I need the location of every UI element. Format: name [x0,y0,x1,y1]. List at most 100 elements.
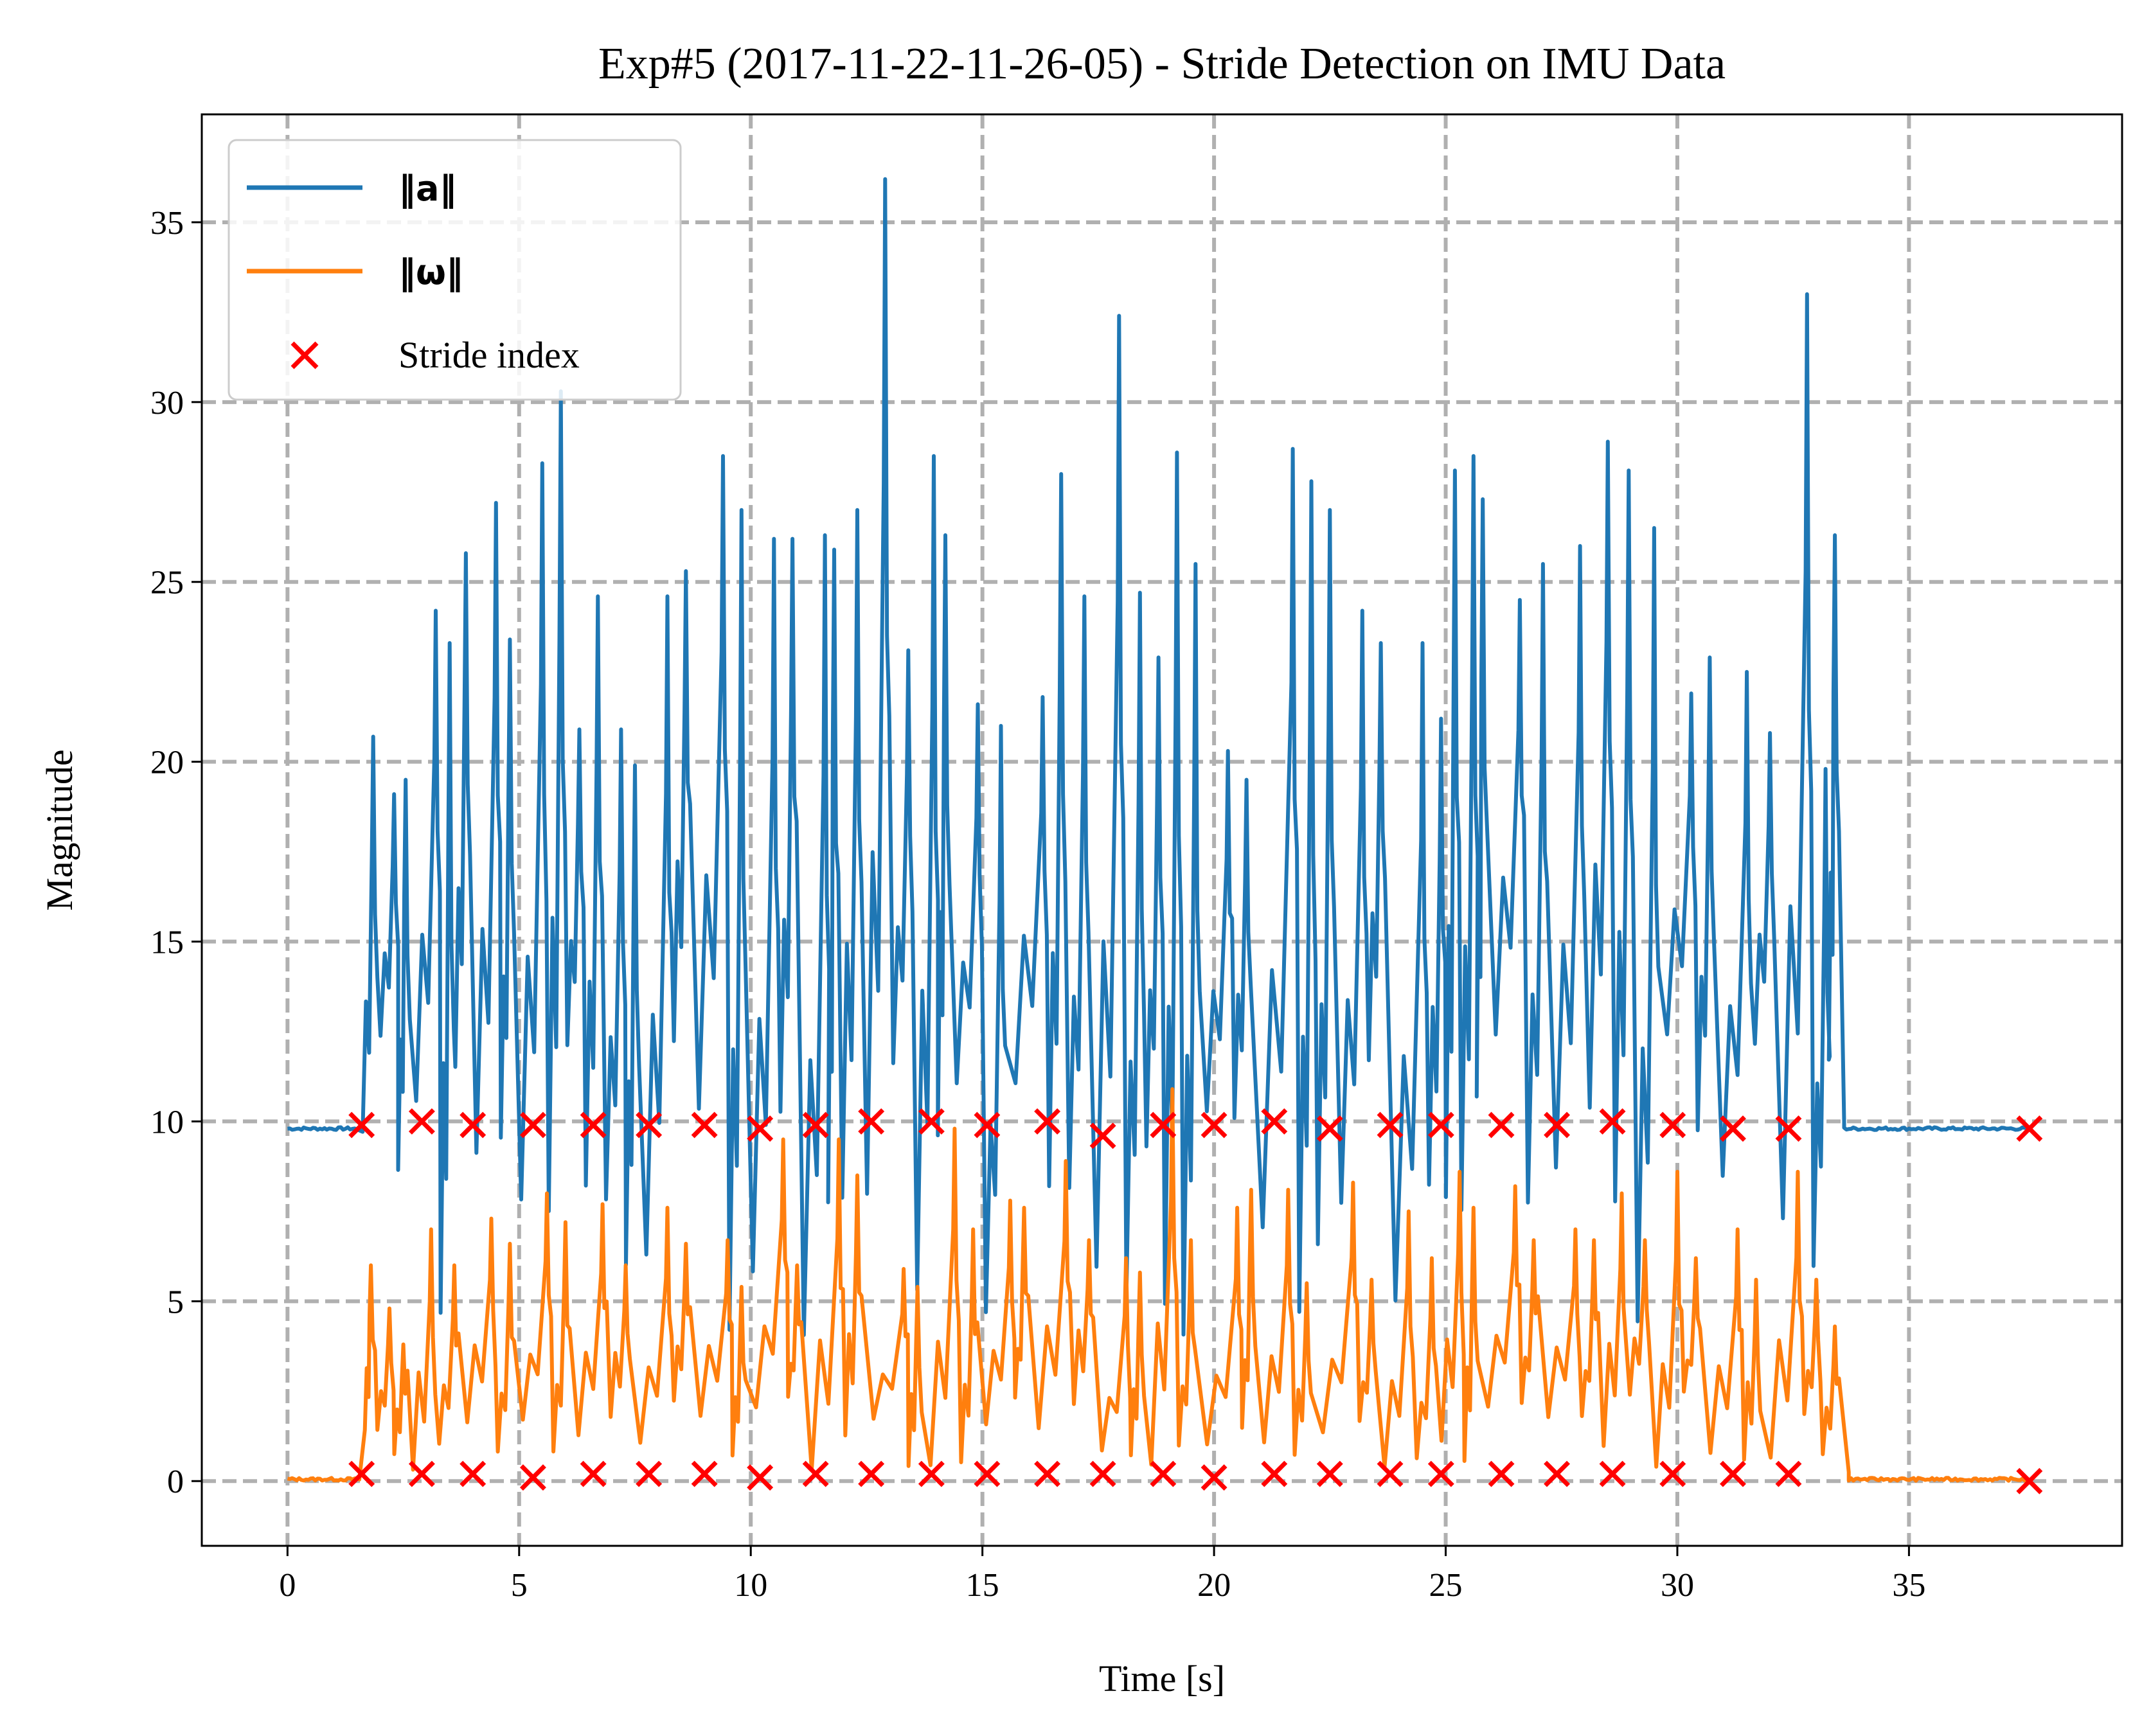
stride-marker-a [519,1112,546,1138]
y-axis-label: Magnitude [39,749,80,910]
stride-marker-w [1775,1460,1802,1487]
stride-marker-w [1089,1460,1116,1487]
stride-marker-stroke [691,1112,718,1138]
stride-marker-stroke [1034,1108,1061,1135]
legend: ‖a‖ ‖ω‖ Stride index [228,139,682,401]
stride-marker-stroke [1659,1112,1686,1138]
stride-marker-w [1488,1460,1515,1487]
plot-frame [201,113,2123,1547]
x-axis-ticks: 0 5 10 15 20 25 30 35 [279,1546,1925,1604]
stride-marker-stroke [580,1112,607,1138]
stride-marker-stroke [1377,1112,1404,1138]
stride-marker-a [348,1112,375,1138]
stride-marker-stroke [1775,1115,1802,1142]
stride-marker-w [858,1460,885,1487]
stride-marker-a [918,1108,945,1135]
stride-marker-w [747,1464,774,1491]
stride-marker-stroke [1719,1115,1746,1142]
stride-marker-stroke [519,1112,546,1138]
stride-marker-a [974,1112,1001,1138]
x-tick-label: 5 [511,1567,528,1604]
stride-marker-stroke [1659,1460,1686,1487]
y-axis-ticks: 0 5 10 15 20 25 30 35 [150,205,202,1500]
stride-marker-stroke [1775,1460,1802,1487]
stride-marker-a [858,1108,885,1135]
stride-marker-stroke [2016,1115,2043,1142]
x-tick-label: 15 [966,1567,999,1604]
stride-marker-stroke [1150,1460,1177,1487]
legend-label-w: ‖ω‖ [398,252,463,292]
stride-marker-a [691,1112,718,1138]
stride-marker-stroke [1599,1108,1626,1135]
stride-marker-w [519,1464,546,1491]
stride-marker-stroke [974,1460,1001,1487]
stride-marker-w [918,1460,945,1487]
series-w-path [287,1087,2031,1483]
chart-title: Exp#5 (2017-11-22-11-26-05) - Stride Det… [598,39,1726,89]
stride-marker-w [1427,1460,1454,1487]
stride-marker-stroke [348,1460,375,1487]
stride-marker-w [1719,1460,1746,1487]
stride-marker-stroke [460,1112,486,1138]
series-w-line [287,1087,2031,1483]
stride-marker-a [1775,1115,1802,1142]
stride-marker-stroke [802,1460,829,1487]
stride-marker-stroke [918,1460,945,1487]
stride-marker-stroke [408,1460,435,1487]
stride-marker-stroke [408,1108,435,1135]
y-tick-label: 15 [150,925,184,961]
x-axis-label: Time [s] [1099,1658,1225,1699]
stride-marker-w [1377,1460,1404,1487]
legend-box [228,139,682,401]
stride-marker-stroke [1089,1460,1116,1487]
stride-marker-stroke [1719,1460,1746,1487]
stride-marker-stroke [1089,1122,1116,1149]
stride-marker-w [802,1460,829,1487]
stride-marker-stroke [747,1464,774,1491]
series-a-line [287,177,2031,1337]
stride-marker-stroke [2016,1467,2043,1494]
stride-marker-stroke [858,1460,885,1487]
stride-marker-a [1377,1112,1404,1138]
stride-marker-stroke [1488,1460,1515,1487]
stride-marker-stroke [1261,1460,1288,1487]
stride-marker-stroke [1200,1112,1227,1138]
stride-marker-stroke [974,1112,1001,1138]
y-tick-label: 25 [150,565,184,601]
stride-marker-w [2016,1467,2043,1494]
stride-marker-w [1034,1460,1061,1487]
stride-marker-w [408,1460,435,1487]
stride-marker-w [1544,1460,1571,1487]
stride-marker-stroke [1261,1108,1288,1135]
stride-marker-w [974,1460,1001,1487]
x-tick-label: 25 [1429,1567,1463,1604]
stride-marker-stroke [1200,1464,1227,1491]
stride-marker-a [460,1112,486,1138]
stride-marker-stroke [747,1115,774,1142]
stride-marker-stroke [348,1112,375,1138]
x-tick-label: 35 [1892,1567,1925,1604]
stride-marker-w [1316,1460,1343,1487]
stride-marker-stroke [636,1112,663,1138]
legend-label-a: ‖a‖ [398,168,456,209]
stride-marker-w [1200,1464,1227,1491]
stride-marker-stroke [858,1108,885,1135]
legend-label-stride: Stride index [398,334,580,376]
stride-marker-a [1316,1115,1343,1142]
stride-marker-stroke [580,1460,607,1487]
stride-marker-a [408,1108,435,1135]
stride-marker-w [1659,1460,1686,1487]
x-tick-label: 30 [1661,1567,1694,1604]
stride-marker-stroke [1544,1460,1571,1487]
stride-marker-stroke [1150,1112,1177,1138]
stride-marker-a [2016,1115,2043,1142]
stride-marker-a [802,1112,829,1138]
series-a-path [287,177,2031,1337]
plot-area [287,177,2043,1494]
stride-marker-a [747,1115,774,1142]
stride-marker-w [460,1460,486,1487]
stride-marker-stroke [918,1108,945,1135]
y-tick-label: 30 [150,385,184,421]
y-tick-label: 35 [150,205,184,242]
legend-swatch-stride-marker [290,341,319,369]
